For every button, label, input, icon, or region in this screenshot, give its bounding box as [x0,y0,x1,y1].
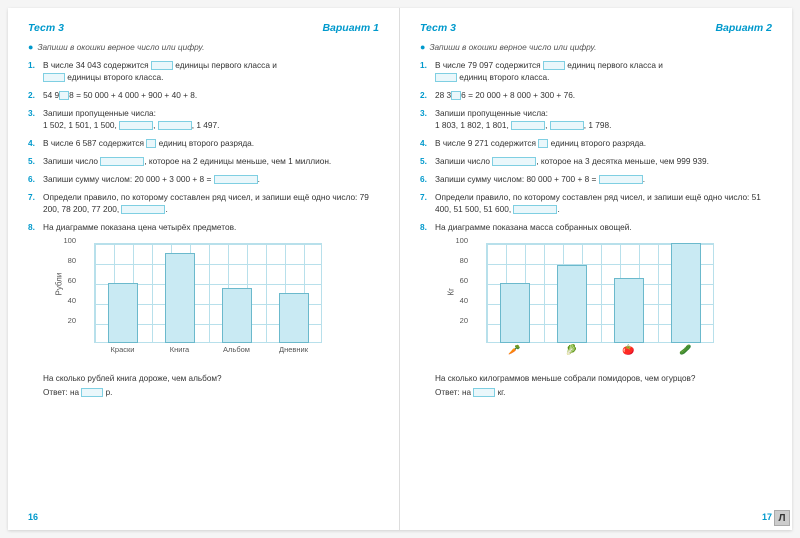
footer-question: На сколько рублей книга дороже, чем альб… [43,373,379,384]
input-box[interactable] [513,205,557,214]
bar [614,278,644,343]
chart-bars [486,243,714,343]
chart-xlabels: 🥕 🥬 🍅 🥒 [486,345,714,356]
question-3: 3.Запиши пропущенные числа:1 502, 1 501,… [28,107,379,131]
input-box[interactable] [121,205,165,214]
input-box[interactable] [119,121,153,130]
input-box[interactable] [473,388,495,397]
header-right: Тест 3 Вариант 2 [420,22,772,34]
question-1: 1.В числе 79 097 содержится единиц перво… [420,59,772,83]
input-box[interactable] [538,139,548,148]
chart-left: Рубли 100 80 60 40 20 Краски Книга Альбо… [56,239,356,369]
header-left: Тест 3 Вариант 1 [28,22,379,34]
bar [500,283,530,343]
bar [557,265,587,343]
bar [108,283,138,343]
intro-text: ●Запиши в окошки верное число или цифру. [28,42,379,52]
publisher-logo-icon: Л [774,510,790,526]
input-box[interactable] [100,157,144,166]
cabbage-icon: 🥬 [543,345,600,356]
question-5: 5.Запиши число , которое на 2 единицы ме… [28,155,379,167]
question-8: 8.На диаграмме показана масса собранных … [420,221,772,233]
page-left: Тест 3 Вариант 1 ●Запиши в окошки верное… [8,8,400,530]
cucumber-icon: 🥒 [657,345,714,356]
input-box[interactable] [511,121,545,130]
input-box[interactable] [599,175,643,184]
page-right: Тест 3 Вариант 2 ●Запиши в окошки верное… [400,8,792,530]
input-box[interactable] [550,121,584,130]
question-6: 6.Запиши сумму числом: 80 000 + 700 + 8 … [420,173,772,185]
question-8: 8.На диаграмме показана цена четырёх пре… [28,221,379,233]
question-1: 1.В числе 34 043 содержится единицы перв… [28,59,379,83]
chart-xlabels: Краски Книга Альбом Дневник [94,345,322,354]
input-box[interactable] [214,175,258,184]
footer-answer: Ответ: на кг. [435,387,772,398]
chart-ylabel: Кг [447,288,456,296]
tomato-icon: 🍅 [600,345,657,356]
input-box[interactable] [492,157,536,166]
question-7: 7.Определи правило, по которому составле… [28,191,379,215]
footer-answer: Ответ: на р. [43,387,379,398]
input-box[interactable] [151,61,173,70]
input-box[interactable] [146,139,156,148]
page-number: 16 [28,512,38,522]
page-spread: Тест 3 Вариант 1 ●Запиши в окошки верное… [8,8,792,530]
variant-title: Вариант 1 [322,22,379,34]
input-box[interactable] [158,121,192,130]
carrot-icon: 🥕 [486,345,543,356]
footer-question: На сколько килограммов меньше собрали по… [435,373,772,384]
input-box[interactable] [435,73,457,82]
chart-right: Кг 100 80 60 40 20 🥕 🥬 🍅 🥒 [448,239,748,369]
test-title: Тест 3 [28,22,64,34]
bar [222,288,252,343]
input-box[interactable] [451,91,461,100]
page-number: 17 [762,512,772,522]
question-6: 6.Запиши сумму числом: 20 000 + 3 000 + … [28,173,379,185]
bar [165,253,195,343]
question-4: 4.В числе 9 271 содержится единиц второг… [420,137,772,149]
question-2: 2.54 98 = 50 000 + 4 000 + 900 + 40 + 8. [28,89,379,101]
question-3: 3.Запиши пропущенные числа:1 803, 1 802,… [420,107,772,131]
question-7: 7.Определи правило, по которому составле… [420,191,772,215]
question-2: 2.28 36 = 20 000 + 8 000 + 300 + 76. [420,89,772,101]
bar [671,243,701,343]
bar [279,293,309,343]
input-box[interactable] [81,388,103,397]
test-title: Тест 3 [420,22,456,34]
question-5: 5.Запиши число , которое на 3 десятка ме… [420,155,772,167]
variant-title: Вариант 2 [715,22,772,34]
question-4: 4.В числе 6 587 содержится единиц второг… [28,137,379,149]
chart-bars [94,243,322,343]
intro-text: ●Запиши в окошки верное число или цифру. [420,42,772,52]
input-box[interactable] [43,73,65,82]
input-box[interactable] [59,91,69,100]
input-box[interactable] [543,61,565,70]
